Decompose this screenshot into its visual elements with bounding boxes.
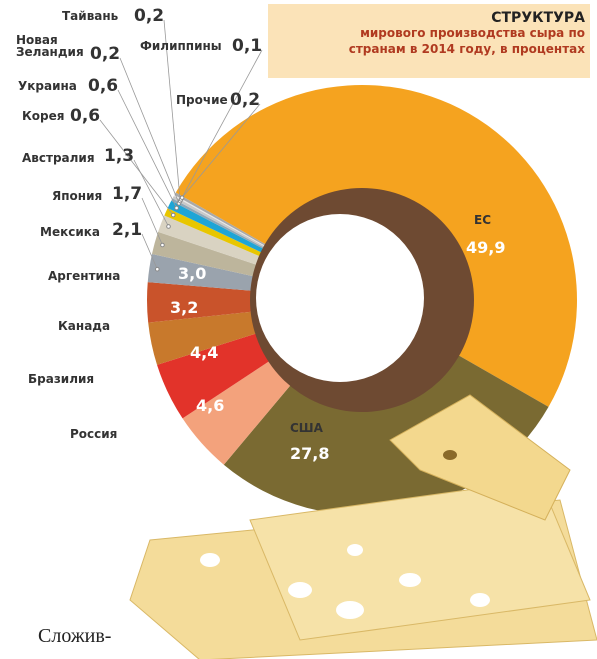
- cheese-hole: [399, 573, 421, 587]
- leader-line: [120, 58, 179, 203]
- category-label: Мексика: [40, 226, 100, 238]
- value-label: 0,2: [230, 92, 260, 109]
- value-label: 27,8: [290, 446, 329, 462]
- category-label: Корея: [22, 110, 65, 122]
- leader-dot: [171, 213, 175, 217]
- value-label: 2,1: [112, 222, 142, 239]
- body-text: Сложив-: [38, 625, 111, 648]
- value-label: 0,1: [232, 38, 262, 55]
- value-label: 4,4: [190, 345, 218, 361]
- category-label: США: [290, 422, 323, 434]
- value-label: 0,2: [90, 46, 120, 63]
- leader-dot: [156, 267, 160, 271]
- leader-dot: [175, 206, 179, 210]
- cheese-hole: [443, 450, 457, 460]
- value-label: 0,2: [134, 8, 164, 25]
- category-label: Прочие: [176, 94, 228, 106]
- value-label: 0,6: [88, 78, 118, 95]
- donut-hole: [256, 214, 424, 382]
- value-label: 49,9: [466, 240, 505, 256]
- cheese-hole: [336, 601, 364, 619]
- cheese-hole: [288, 582, 312, 598]
- leader-dot: [180, 196, 184, 200]
- cheese-hole: [347, 544, 363, 556]
- category-label: Новая Зеландия: [16, 34, 86, 58]
- title-block: СТРУКТУРА мирового производства сыра по …: [335, 10, 585, 57]
- category-label: Украина: [18, 80, 77, 92]
- value-label: 3,0: [178, 266, 206, 282]
- category-label: Аргентина: [48, 270, 120, 282]
- infographic: СТРУКТУРА мирового производства сыра по …: [0, 0, 597, 659]
- category-label: Тайвань: [62, 10, 118, 22]
- category-label: ЕС: [474, 214, 491, 226]
- chart-title: СТРУКТУРА: [335, 10, 585, 26]
- value-label: 4,6: [196, 398, 224, 414]
- category-label: Австралия: [22, 152, 95, 164]
- category-label: Бразилия: [28, 373, 94, 385]
- cheese-hole: [470, 593, 490, 607]
- value-label: 1,3: [104, 148, 134, 165]
- category-label: Япония: [52, 190, 102, 202]
- category-label: Россия: [70, 428, 117, 440]
- leader-dot: [167, 225, 171, 229]
- category-label: Филиппины: [140, 40, 222, 52]
- value-label: 1,7: [112, 186, 142, 203]
- leader-dot: [161, 243, 165, 247]
- value-label: 3,2: [170, 300, 198, 316]
- leader-line: [142, 198, 162, 245]
- category-label: Канада: [58, 320, 110, 332]
- chart-subtitle: мирового производства сыра по странам в …: [335, 26, 585, 57]
- value-label: 0,6: [70, 108, 100, 125]
- cheese-hole: [200, 553, 220, 567]
